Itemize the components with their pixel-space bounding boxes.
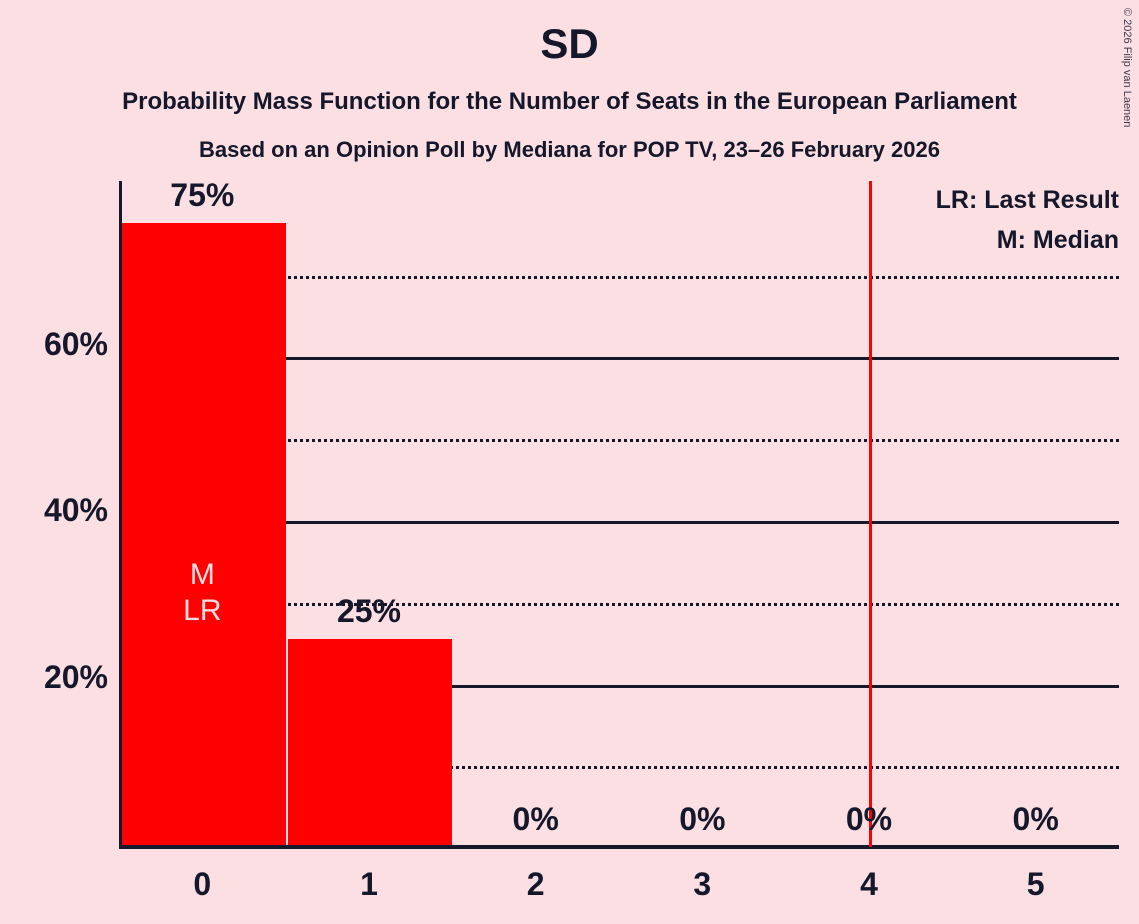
gridline-minor-30 — [119, 603, 1119, 606]
page-title: SD — [540, 20, 599, 67]
bar-marker-labels: M LR — [119, 557, 286, 629]
x-tick-label-1: 1 — [360, 866, 378, 902]
plot-area: M LR — [119, 181, 1119, 847]
gridline-major-60 — [119, 357, 1119, 360]
gridline-major-20 — [119, 685, 1119, 688]
x-tick-label-3: 3 — [693, 866, 712, 902]
legend-median: M: Median — [996, 226, 1119, 254]
gridline-minor-10 — [119, 766, 1119, 769]
median-marker-line — [869, 181, 872, 847]
last-result-marker-label: LR — [183, 594, 222, 627]
copyright-notice: © 2026 Filip van Laenen — [1121, 8, 1133, 128]
y-tick-label-20: 20% — [43, 658, 108, 695]
value-label-seats-0: 75% — [170, 176, 235, 213]
gridline-minor-70 — [119, 276, 1119, 279]
chart-subtitle: Probability Mass Function for the Number… — [122, 88, 1017, 115]
y-tick-label-60: 60% — [43, 325, 108, 362]
value-label-seats-1: 25% — [336, 592, 401, 629]
y-axis-line — [119, 181, 122, 847]
y-axis-labels: 60% 40% 20% — [0, 0, 108, 924]
x-tick-label-5: 5 — [1026, 866, 1045, 902]
x-tick-label-0: 0 — [193, 866, 212, 902]
value-label-seats-2: 0% — [512, 801, 559, 837]
y-tick-label-40: 40% — [43, 492, 108, 528]
bar-seats-0[interactable]: M LR — [119, 222, 286, 847]
value-label-seats-3: 0% — [679, 801, 726, 837]
x-tick-label-4: 4 — [860, 866, 878, 902]
median-marker-label: M — [189, 558, 215, 591]
legend-last-result: LR: Last Result — [935, 186, 1119, 214]
gridline-minor-50 — [119, 439, 1119, 442]
chart-source-note: Based on an Opinion Poll by Mediana for … — [199, 137, 940, 162]
x-tick-label-2: 2 — [526, 866, 545, 902]
bar-seats-1[interactable] — [285, 638, 453, 847]
value-label-seats-5: 0% — [1012, 801, 1059, 837]
value-label-seats-4: 0% — [845, 801, 893, 837]
x-axis-line — [119, 845, 1119, 849]
gridline-major-40 — [119, 521, 1119, 524]
